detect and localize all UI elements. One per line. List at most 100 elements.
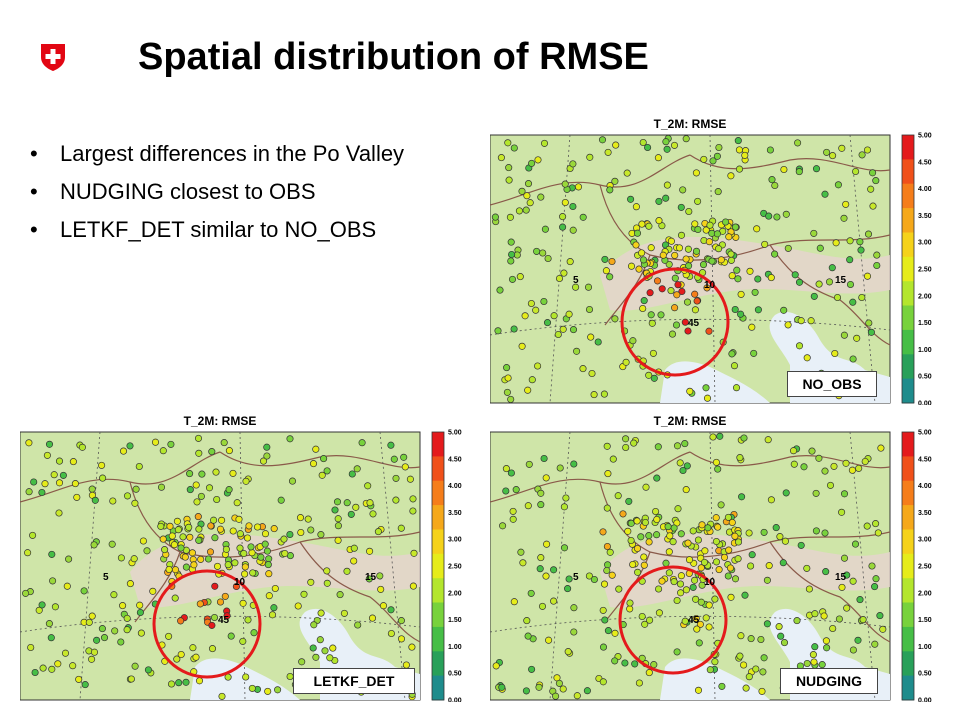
station-marker: [168, 532, 176, 540]
station-marker: [662, 194, 670, 202]
station-marker: [264, 687, 272, 695]
station-marker: [334, 536, 342, 544]
station-marker: [352, 503, 360, 511]
lat-label: 45: [688, 318, 700, 329]
station-marker: [776, 533, 784, 541]
station-marker: [177, 617, 185, 625]
station-marker: [871, 640, 879, 648]
station-marker: [502, 465, 510, 473]
station-marker: [805, 585, 813, 593]
station-marker: [863, 146, 872, 154]
station-marker: [232, 582, 240, 591]
colorbar-segment: [902, 602, 914, 628]
station-marker: [810, 229, 818, 237]
station-marker: [111, 627, 119, 635]
station-marker: [794, 139, 802, 147]
station-marker: [123, 626, 131, 634]
station-marker: [38, 601, 46, 609]
station-marker: [622, 435, 630, 443]
station-marker: [257, 553, 265, 561]
station-marker: [181, 553, 189, 561]
station-marker: [724, 572, 732, 580]
station-marker: [665, 569, 673, 577]
station-marker: [738, 493, 746, 501]
station-marker: [108, 540, 116, 548]
graticule-line: [20, 615, 421, 633]
station-marker: [750, 349, 758, 357]
colorbar-segment: [902, 305, 914, 331]
station-marker: [848, 466, 856, 474]
station-marker: [508, 250, 516, 259]
colorbar-segment: [902, 135, 914, 160]
station-marker: [840, 214, 848, 222]
station-marker: [634, 568, 642, 576]
station-marker: [705, 327, 713, 335]
station-marker: [213, 562, 222, 570]
station-marker: [803, 564, 811, 572]
station-marker: [714, 523, 722, 531]
station-marker: [265, 570, 273, 578]
station-marker: [846, 256, 854, 264]
station-marker: [340, 609, 348, 617]
station-marker: [61, 649, 70, 657]
station-marker: [312, 445, 320, 453]
station-marker: [649, 349, 657, 357]
colorbar-tick-label: 5.00: [918, 133, 932, 140]
station-marker: [227, 632, 235, 640]
station-marker: [780, 165, 788, 174]
colorbar-segment: [902, 208, 914, 233]
station-marker: [364, 482, 372, 490]
station-marker: [673, 648, 681, 656]
colorbar-segment: [902, 281, 914, 307]
station-marker: [752, 665, 760, 673]
station-marker: [737, 290, 745, 298]
station-marker: [240, 549, 248, 558]
station-marker: [625, 497, 633, 505]
station-marker: [679, 186, 687, 194]
station-marker: [543, 540, 551, 548]
station-marker: [88, 612, 96, 620]
station-marker: [815, 454, 823, 462]
station-marker: [600, 390, 608, 398]
station-marker: [691, 576, 699, 584]
station-marker: [516, 273, 524, 281]
colorbar-segment: [902, 553, 914, 579]
station-marker: [838, 144, 846, 152]
station-marker: [633, 229, 642, 237]
station-marker: [189, 644, 197, 652]
station-marker: [662, 559, 670, 567]
station-marker: [334, 522, 342, 530]
station-marker: [811, 643, 819, 651]
station-marker: [760, 654, 768, 662]
station-marker: [552, 692, 560, 700]
station-marker: [644, 143, 652, 152]
station-marker: [524, 502, 532, 510]
station-marker: [675, 244, 684, 252]
station-marker: [274, 686, 282, 694]
station-marker: [117, 638, 125, 646]
station-marker: [689, 527, 697, 535]
station-marker: [658, 285, 666, 293]
station-marker: [842, 200, 850, 208]
station-marker: [318, 471, 326, 479]
station-marker: [397, 635, 406, 643]
station-marker: [507, 469, 515, 477]
station-marker: [834, 181, 842, 189]
station-marker: [650, 661, 658, 669]
station-marker: [703, 394, 712, 402]
colorbar-segment: [902, 626, 914, 652]
station-marker: [751, 288, 759, 296]
station-marker: [858, 293, 866, 302]
station-marker: [131, 499, 139, 507]
station-marker: [624, 527, 632, 535]
station-marker: [655, 585, 663, 593]
station-marker: [286, 530, 294, 539]
station-marker: [829, 152, 837, 160]
station-marker: [716, 432, 724, 440]
station-marker: [732, 384, 741, 392]
station-marker: [765, 212, 773, 220]
station-marker: [182, 678, 190, 686]
station-marker: [304, 515, 312, 523]
colorbar-tick-label: 0.00: [918, 698, 932, 703]
station-marker: [48, 665, 56, 673]
